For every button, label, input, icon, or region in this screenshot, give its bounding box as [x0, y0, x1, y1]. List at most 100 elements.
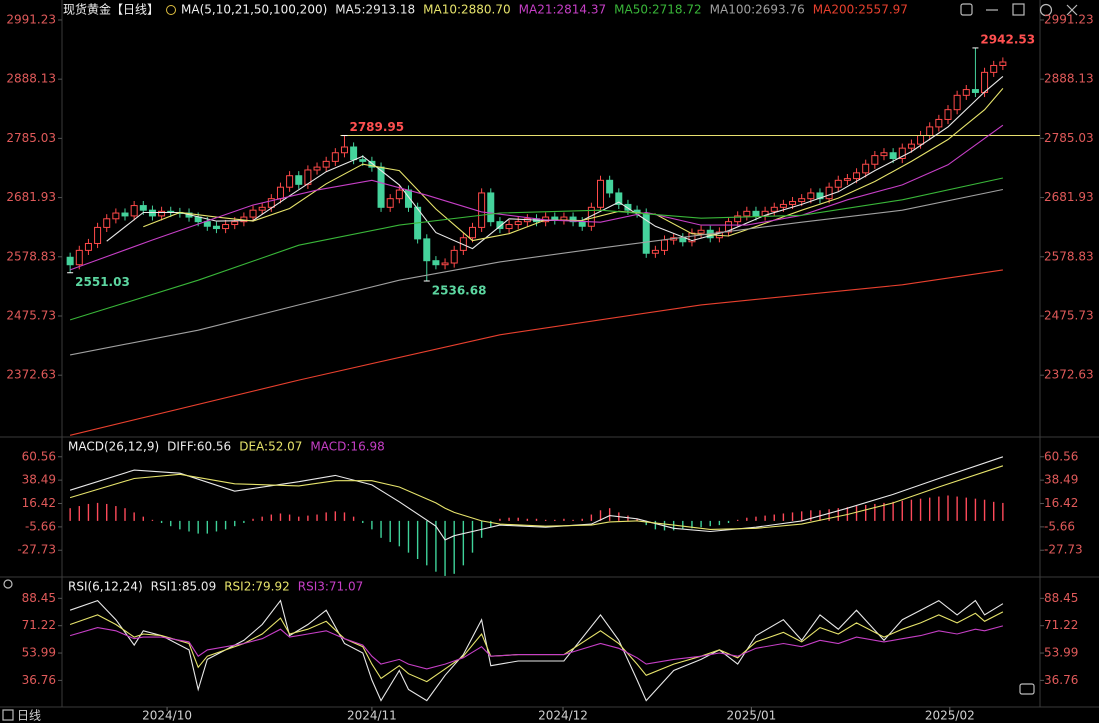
y-tick-label: -5.66: [1044, 519, 1075, 533]
legend-entry: MA100:2693.76: [710, 3, 805, 17]
candle-body: [75, 249, 83, 266]
candle-body: [661, 239, 669, 251]
y-tick-label: 36.76: [1044, 673, 1078, 687]
candle-body: [121, 212, 129, 217]
legend-entry: MA10:2880.70: [423, 3, 511, 17]
candle-body: [606, 179, 614, 194]
y-tick-label: 2475.73: [6, 308, 56, 322]
y-tick-label: 36.76: [22, 673, 56, 687]
candle-body: [450, 249, 458, 264]
candle-body: [560, 216, 568, 221]
candle-body: [222, 224, 230, 230]
candle-body: [569, 216, 577, 223]
x-tick-label: 2025/02: [925, 709, 975, 723]
legend-entry: RSI2:79.92: [224, 580, 290, 594]
candle-body: [395, 189, 403, 200]
y-tick-label: 2475.73: [1044, 308, 1094, 322]
legend-entry: DEA:52.07: [239, 440, 302, 454]
panel-title: 现货黄金【日线】: [63, 2, 159, 17]
candle-body: [84, 242, 92, 251]
legend-entry: MA5:2913.18: [335, 3, 415, 17]
candle-body: [807, 192, 815, 200]
candle-body: [843, 178, 851, 181]
y-tick-label: 2991.23: [1044, 12, 1094, 26]
y-tick-label: 38.49: [22, 473, 56, 487]
candle-body: [249, 209, 257, 218]
icon[interactable]: [1012, 3, 1025, 16]
candle-body: [487, 192, 495, 223]
candle-body: [880, 152, 888, 157]
candle-body: [624, 203, 632, 211]
candle-body: [94, 226, 102, 244]
candle-body: [798, 198, 806, 203]
x-tick-label: 2024/12: [538, 709, 588, 723]
candle-body: [158, 210, 166, 217]
toolbar-icons: [2, 3, 1078, 721]
series-line: [69, 177, 1004, 321]
candle-body: [990, 64, 998, 73]
y-tick-label: 2785.03: [1044, 131, 1094, 145]
series-line: [143, 88, 1004, 242]
annotation-label: 2536.68: [432, 283, 487, 297]
panel-title: RSI(6,12,24): [68, 580, 143, 594]
candle-body: [231, 221, 239, 226]
title-icon: [166, 5, 177, 15]
candle-body: [935, 118, 943, 128]
candle-body: [276, 186, 284, 200]
candle-body: [496, 221, 504, 230]
y-tick-label: 16.42: [1044, 496, 1078, 510]
candle-body: [697, 229, 705, 234]
candle-body: [917, 135, 925, 145]
candle-body: [862, 163, 870, 174]
candle-body: [368, 160, 376, 168]
y-tick-label: -27.73: [1044, 543, 1083, 557]
y-tick-label: -5.66: [25, 519, 56, 533]
candle-body: [340, 146, 348, 154]
icon[interactable]: [2, 709, 14, 721]
candle-body: [578, 221, 586, 227]
icon[interactable]: [3, 579, 13, 589]
y-tick-label: 2681.93: [1044, 190, 1094, 204]
legend-entry: MA21:2814.37: [519, 3, 607, 17]
legend-entry: MA200:2557.97: [813, 3, 908, 17]
candle-body: [441, 262, 449, 266]
candle-body: [359, 159, 367, 162]
candle-body: [587, 206, 595, 227]
icon[interactable]: [1066, 4, 1078, 16]
y-tick-label: 71.22: [1044, 618, 1078, 632]
period-label: 日线: [17, 709, 41, 723]
candle-body: [597, 179, 605, 208]
candle-body: [999, 61, 1007, 66]
candle-body: [889, 152, 897, 159]
candle-body: [971, 89, 979, 93]
annotation-label: 2551.03: [75, 275, 130, 289]
series-line: [69, 269, 1003, 436]
icon[interactable]: [1019, 683, 1035, 695]
icon[interactable]: [960, 3, 973, 16]
x-tick-label: 2024/11: [347, 709, 397, 723]
legend-entry: MACD:16.98: [310, 440, 384, 454]
candle-body: [615, 192, 623, 205]
candle-body: [322, 160, 330, 168]
candle-body: [770, 206, 778, 212]
candle-body: [377, 166, 385, 208]
candle-body: [944, 109, 952, 120]
y-tick-label: 88.45: [1044, 591, 1078, 605]
candle-body: [734, 215, 742, 223]
y-tick-label: -27.73: [17, 543, 56, 557]
candle-body: [834, 179, 842, 188]
x-tick-label: 2025/01: [726, 709, 776, 723]
y-tick-label: 2372.63: [6, 368, 56, 382]
y-tick-label: 2888.13: [6, 72, 56, 86]
y-tick-label: 2372.63: [1044, 368, 1094, 382]
icon[interactable]: [1039, 3, 1053, 17]
candle-body: [203, 221, 211, 227]
series-line: [69, 456, 1004, 541]
candle-body: [514, 221, 522, 226]
y-tick-label: 53.99: [1044, 646, 1078, 660]
candle-body: [139, 205, 147, 211]
candle-body: [286, 175, 294, 188]
candle-body: [212, 225, 220, 230]
series-line: [69, 625, 1004, 670]
